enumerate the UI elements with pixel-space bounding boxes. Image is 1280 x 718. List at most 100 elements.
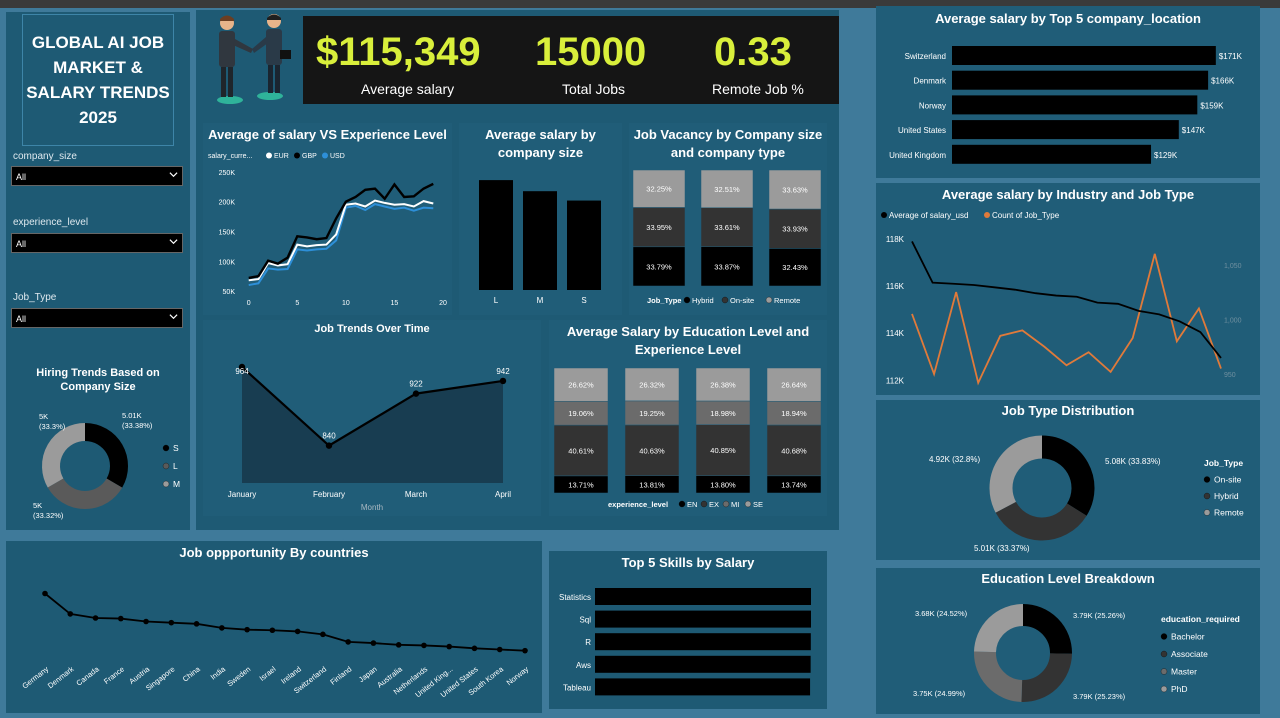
data-label: 13.71% xyxy=(568,480,594,489)
job-type-dropdown[interactable]: All xyxy=(11,308,183,328)
data-label: 33.87% xyxy=(714,262,740,271)
kpi-total-jobs-label: Total Jobs xyxy=(562,81,626,97)
y-tick-label: 250K xyxy=(219,170,236,177)
job-type-donut[interactable]: 5.08K (33.83%) 5.01K (33.37%) 4.92K (32.8%… xyxy=(876,420,1260,560)
legend-label: L xyxy=(173,461,178,471)
stack-segment xyxy=(632,207,686,248)
country-point xyxy=(269,627,276,634)
data-label: 3.79K (25.26%) xyxy=(1073,611,1126,620)
legend-label: Hybrid xyxy=(692,296,714,305)
data-label: 3.75K (24.99%) xyxy=(913,689,966,698)
legend-marker xyxy=(1203,476,1211,483)
industry-title: Average salary by Industry and Job Type xyxy=(941,187,1195,202)
legend-label: Hybrid xyxy=(1214,491,1239,501)
legend-label: MI xyxy=(731,500,739,509)
data-label: 33.95% xyxy=(646,223,672,232)
data-label: 26.38% xyxy=(710,380,736,389)
country-point xyxy=(219,625,225,631)
company-size-dropdown[interactable]: All xyxy=(11,166,183,186)
x-tick-label: 0 xyxy=(247,300,251,307)
data-label: 5K xyxy=(33,501,42,510)
chevron-down-icon xyxy=(169,314,178,320)
legend-marker xyxy=(683,296,691,304)
trend-point xyxy=(325,442,333,449)
y-tick-label: United Kingdom xyxy=(889,151,946,160)
window-top-bar xyxy=(0,0,1280,8)
legend-marker xyxy=(162,462,170,470)
stack-segment xyxy=(553,367,609,402)
legend-title: Job_Type xyxy=(647,296,681,305)
countries-panel xyxy=(6,541,542,713)
country-point xyxy=(67,611,74,617)
legend-label: EX xyxy=(709,500,719,509)
x-tick-label: February xyxy=(313,490,345,499)
kpi-average-salary-value: $115,349 xyxy=(316,30,481,74)
industry-card xyxy=(876,183,1260,395)
salary-exp-line-chart[interactable]: salary_curre... EUR GBP USD 250K 200K 150K 100K… xyxy=(203,146,452,315)
legend-marker xyxy=(1160,685,1168,693)
donut-slice xyxy=(974,604,1024,653)
stack-segment xyxy=(553,424,609,477)
legend-label: Bachelor xyxy=(1171,632,1205,642)
y-tick-label: Tableau xyxy=(563,683,591,692)
education-title: Education Level Breakdown xyxy=(981,571,1155,586)
y2-tick-label: 1,000 xyxy=(1224,317,1242,324)
legend-marker xyxy=(322,152,328,159)
hiring-trends-donut[interactable]: 5.01K(33.38%)5K(33.32%)5K(33.3%)SLM xyxy=(6,400,190,530)
donut-slice xyxy=(47,477,123,509)
data-label: 33.93% xyxy=(782,225,808,234)
data-label: 33.61% xyxy=(714,223,740,232)
legend-label: On-site xyxy=(730,296,754,305)
hiring-trends-title: Hiring Trends Based on Company Size xyxy=(36,367,160,393)
y-tick-label: Aws xyxy=(576,661,591,670)
country-point xyxy=(370,640,377,646)
stack-segment xyxy=(624,424,680,476)
stack-segment xyxy=(700,246,754,287)
stack-segment xyxy=(700,169,754,208)
jobtype-title: Job Type Distribution xyxy=(1001,403,1135,418)
chevron-down-icon xyxy=(169,239,178,245)
location-title: Average salary by Top 5 company_location xyxy=(935,11,1201,26)
data-label: 33.79% xyxy=(646,262,672,271)
skills-title: Top 5 Skills by Salary xyxy=(621,555,755,570)
y2-tick-label: 1,050 xyxy=(1224,263,1242,270)
filter-label-job-type: Job_Type xyxy=(13,292,57,303)
experience-level-dropdown[interactable]: All xyxy=(11,233,183,253)
stack-segment xyxy=(624,367,680,402)
y-tick-label: 100K xyxy=(219,259,236,266)
bar-s xyxy=(567,200,601,290)
data-label: 40.85% xyxy=(710,446,736,455)
stack-segment xyxy=(768,248,822,287)
stack-segment xyxy=(695,367,751,402)
bar xyxy=(595,655,811,673)
industry-line-chart[interactable]: Average of salary_usd Count of Job_Type 11… xyxy=(876,204,1260,395)
donut-slice xyxy=(989,435,1043,513)
legend-label: Remote xyxy=(1214,508,1244,518)
stack-segment xyxy=(632,246,686,287)
salary-exp-title: Average of salary VS Experience Level xyxy=(208,127,447,142)
filter-label-experience-level: experience_level xyxy=(13,217,89,228)
vacancy-stacked-chart[interactable]: 33.79% 33.95% 32.25% 33.87% 33.61% 32.51% 32.4… xyxy=(629,166,827,315)
bar xyxy=(595,588,811,605)
y-tick-label: Statistics xyxy=(559,593,591,602)
legend-label: EN xyxy=(687,500,697,509)
country-point xyxy=(168,619,175,626)
legend-marker xyxy=(722,500,730,508)
location-bar-chart[interactable]: Switzerland $171K Denmark $166K Norway $159K U… xyxy=(876,36,1260,172)
x-tick-label: S xyxy=(581,296,586,305)
bar xyxy=(595,678,811,696)
job-trends-area-chart[interactable]: 964 January 840 February 922 March 942 April Mon… xyxy=(203,338,541,516)
legend-label: On-site xyxy=(1214,475,1242,485)
data-label: 18.94% xyxy=(781,409,807,418)
legend-label: SE xyxy=(753,500,763,509)
skills-bar-chart[interactable]: Statistics Sql R Aws Tableau xyxy=(549,580,827,706)
legend-marker xyxy=(266,152,272,159)
x-tick-label: March xyxy=(405,490,427,499)
edu-exp-stacked-chart[interactable]: 13.71% 40.61% 19.06% 26.62% 13.81% 40.63% 19.2… xyxy=(549,362,827,516)
y-tick-label: 50K xyxy=(223,289,236,296)
y-tick-label: R xyxy=(585,638,591,647)
kpi-total-jobs-value: 15000 xyxy=(535,30,647,74)
education-donut[interactable]: 3.79K (25.26%) 3.79K (25.23%) 3.75K (24.99… xyxy=(876,588,1260,716)
